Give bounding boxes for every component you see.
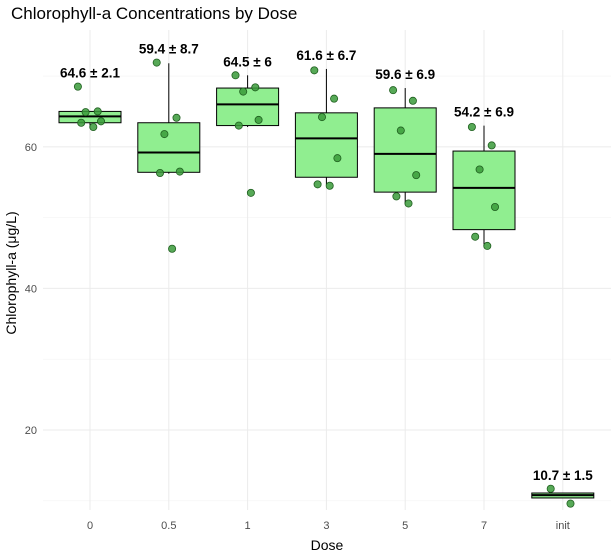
data-point [471,232,480,241]
mean-sd-label: 61.6 ± 6.7 [296,48,356,63]
data-point [231,71,240,80]
box-body [373,107,437,193]
data-point [246,188,255,197]
data-point [475,165,484,174]
mean-sd-label: 10.7 ± 1.5 [533,468,593,483]
box-body [137,122,201,173]
mean-sd-label: 64.5 ± 6 [223,54,272,69]
data-point [97,117,106,126]
data-point [172,113,181,122]
box-0.5 [137,63,201,174]
box-3 [294,68,358,186]
data-point [467,122,476,131]
data-point [330,94,339,103]
data-point [389,86,398,95]
data-point [175,167,184,176]
data-point [81,108,90,117]
data-point [254,115,263,124]
data-point [168,244,177,253]
y-tick-label: 60 [25,142,37,154]
boxes [58,63,595,499]
data-point [396,126,405,135]
box-body [294,112,358,178]
annotations: 64.6 ± 2.1 59.4 ± 8.7 64.5 ± 6 61.6 ± 6.7 59… [60,42,593,483]
box-body [452,150,516,231]
data-point [89,122,98,131]
mean-sd-label: 64.6 ± 2.1 [60,66,120,81]
data-point [404,199,413,208]
data-point [483,241,492,250]
data-point [251,83,260,92]
box-5 [373,88,437,204]
data-point [325,181,334,190]
data-point [313,180,322,189]
data-point [77,118,86,127]
data-point [566,499,575,508]
data-point [73,82,82,91]
data-point [392,192,401,201]
data-point [487,141,496,150]
mean-sd-label: 59.4 ± 8.7 [139,42,199,57]
data-point [317,113,326,122]
x-tick-label: init [556,520,570,532]
y-tick-label: 20 [25,425,37,437]
data-point [152,58,161,67]
data-point [160,130,169,139]
y-tick-label: 40 [25,283,37,295]
x-tick-label: 3 [323,520,329,532]
data-point [333,154,342,163]
box-body [216,87,280,127]
box-init [531,492,595,499]
data-point [234,121,243,130]
x-tick-label: 0 [87,520,93,532]
x-axis-title: Dose [311,537,344,553]
x-tick-label: 1 [245,520,251,532]
y-axis-title: Chlorophyll-a (μg/L) [3,211,19,334]
data-point [490,202,499,211]
box-1 [216,75,280,127]
chart-title: Chlorophyll-a Concentrations by Dose [11,4,297,23]
data-point [408,96,417,105]
x-tick-label: 5 [402,520,408,532]
data-point [239,87,248,96]
mean-sd-label: 54.2 ± 6.9 [454,105,514,120]
data-point [93,107,102,116]
data-point [412,171,421,180]
data-points [73,58,575,508]
tick-labels: 20 40 60 0 0.5 1 3 5 7 init [25,142,570,532]
x-tick-label: 0.5 [161,520,176,532]
box-7 [452,125,516,246]
grid [43,30,611,510]
data-point [155,169,164,178]
mean-sd-label: 59.6 ± 6.9 [375,67,435,82]
data-point [546,484,555,493]
data-point [310,66,319,75]
x-tick-label: 7 [481,520,487,532]
